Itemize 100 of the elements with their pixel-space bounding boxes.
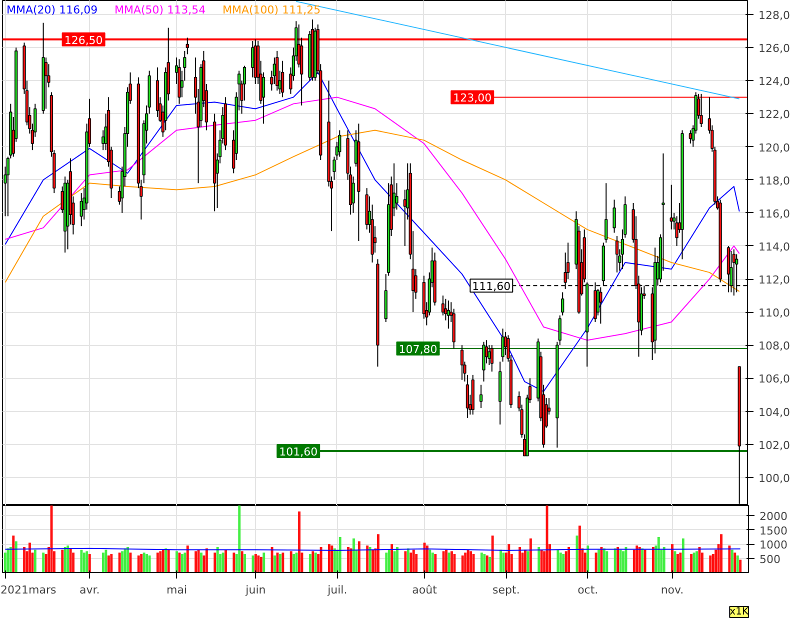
bar <box>606 551 608 572</box>
bar <box>396 546 399 572</box>
bar <box>186 546 189 572</box>
bar <box>64 546 66 572</box>
bar <box>434 554 437 572</box>
bar <box>102 552 104 572</box>
candlestick <box>186 37 189 55</box>
bar <box>622 551 624 572</box>
ref-line-label: 123,00 <box>453 92 492 105</box>
bar <box>184 552 186 572</box>
bar <box>415 554 418 572</box>
bar <box>524 550 526 572</box>
bar <box>546 506 548 572</box>
x-tick-label: avr. <box>79 584 100 596</box>
candlestick <box>446 300 450 330</box>
bar <box>121 551 124 572</box>
bar <box>34 550 36 572</box>
bar <box>197 550 200 572</box>
bar <box>66 546 70 572</box>
bar <box>616 546 620 572</box>
bar <box>278 554 282 572</box>
bar <box>736 555 739 572</box>
text: x1K <box>730 606 749 618</box>
bar <box>486 555 488 572</box>
bar <box>260 556 262 572</box>
y-tick-label: 120,0 <box>758 141 790 154</box>
bar <box>72 552 75 572</box>
bar <box>500 550 502 572</box>
bar <box>671 544 674 572</box>
bar <box>720 534 722 572</box>
bar <box>107 555 110 572</box>
y-tick-label: 128,0 <box>758 9 790 22</box>
y-tick-label: 500 <box>760 552 780 566</box>
y-tick-label: 106,0 <box>758 372 790 386</box>
line-series <box>4 72 740 392</box>
bar <box>445 550 448 572</box>
bar <box>156 552 159 572</box>
bar <box>314 552 317 572</box>
bar <box>652 546 654 572</box>
candlestick <box>604 182 608 244</box>
y-tick-label: 1000 <box>760 538 788 552</box>
bar <box>690 554 693 572</box>
bar <box>110 554 113 572</box>
bar <box>366 546 369 572</box>
candlestick <box>281 60 284 98</box>
bar <box>164 548 168 572</box>
bar <box>488 556 492 572</box>
y-tick-label: 112,0 <box>758 274 790 287</box>
bar <box>619 550 622 572</box>
bar <box>6 548 10 572</box>
bar <box>538 546 540 572</box>
candlestick <box>490 344 494 372</box>
bar <box>406 548 410 572</box>
text: MMA(100) 111,25 <box>222 4 321 16</box>
bar <box>126 546 129 572</box>
x-tick-label: juil. <box>326 584 348 596</box>
x-tick-label: oct. <box>578 584 598 596</box>
bar <box>42 552 45 572</box>
bar <box>295 552 298 572</box>
bar <box>450 551 453 572</box>
bar <box>676 554 679 572</box>
ref-line-label: 126,50 <box>64 34 103 47</box>
candlestick <box>479 384 483 408</box>
bar <box>518 546 522 572</box>
bar <box>180 554 184 572</box>
bar <box>466 550 470 572</box>
bar <box>333 548 336 572</box>
bar <box>178 552 181 572</box>
y-tick-label: 2000 <box>760 510 788 524</box>
bar <box>578 526 581 572</box>
bar <box>641 548 644 572</box>
bar <box>330 546 334 572</box>
bar <box>214 552 216 572</box>
bar <box>662 546 666 572</box>
bar <box>262 552 266 572</box>
x-tick-label: juin <box>244 584 266 596</box>
bar <box>404 551 407 572</box>
bar <box>410 552 412 572</box>
bar <box>730 550 734 572</box>
bar <box>502 552 505 572</box>
ref-line-label: 111,60 <box>472 280 511 294</box>
bar <box>638 546 641 572</box>
candlestick <box>466 374 469 418</box>
candlestick <box>599 286 602 324</box>
bar <box>734 552 736 572</box>
text: MMA(50) 113,54 <box>114 4 206 16</box>
y-tick-label: 122,0 <box>758 108 790 122</box>
bar <box>636 546 638 572</box>
bar <box>146 554 148 572</box>
y-tick-label: 108,0 <box>758 340 790 353</box>
bar <box>328 544 330 572</box>
bar <box>140 554 143 572</box>
candlestick <box>251 40 254 78</box>
bar <box>632 550 636 572</box>
bar <box>584 552 586 572</box>
bar <box>712 554 714 572</box>
bar <box>224 550 227 572</box>
candlestick <box>615 236 619 273</box>
bar <box>232 552 236 572</box>
x-tick-label: nov. <box>660 584 684 596</box>
